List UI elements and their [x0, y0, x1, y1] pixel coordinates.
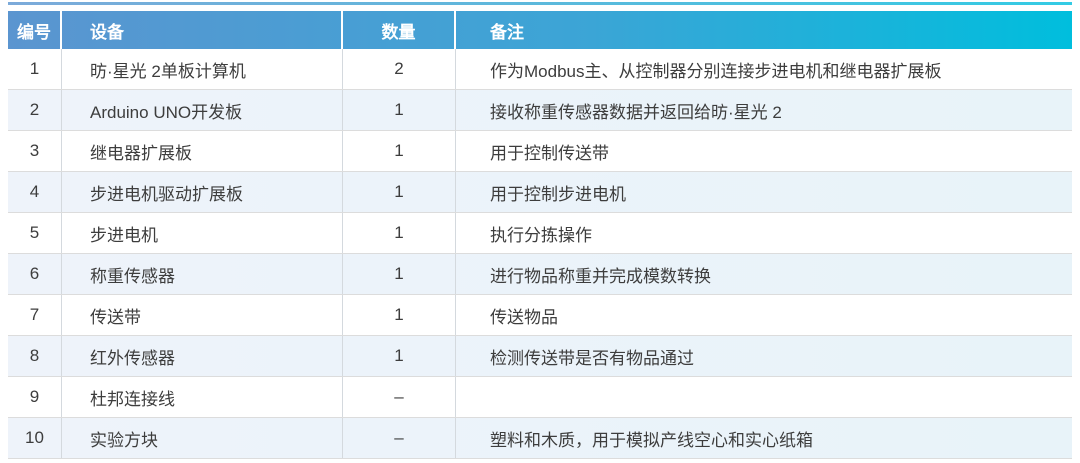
table-row: 9 杜邦连接线 –	[8, 377, 1072, 418]
device-name: 继电器扩展板	[62, 131, 343, 171]
remark	[456, 377, 1072, 417]
header-remark: 备注	[490, 22, 524, 42]
table-row: 1 昉·星光 2单板计算机 2 作为Modbus主、从控制器分别连接步进电机和继…	[8, 49, 1072, 90]
table-row: 2 Arduino UNO开发板 1 接收称重传感器数据并返回给昉·星光 2	[8, 90, 1072, 131]
quantity: 1	[343, 90, 456, 130]
remark: 进行物品称重并完成模数转换	[490, 266, 711, 286]
row-id: 5	[8, 213, 62, 253]
remark: 执行分拣操作	[490, 225, 592, 245]
header-id: 编号	[8, 11, 62, 49]
quantity: 1	[343, 172, 456, 212]
row-id: 6	[8, 254, 62, 294]
remark: 检测传送带是否有物品通过	[490, 348, 694, 368]
device-name: 红外传感器	[62, 336, 343, 376]
row-id: 4	[8, 172, 62, 212]
table-row: 3 继电器扩展板 1 用于控制传送带	[8, 131, 1072, 172]
device-name: 步进电机驱动扩展板	[62, 172, 343, 212]
quantity: 1	[343, 131, 456, 171]
device-name: 称重传感器	[62, 254, 343, 294]
top-gradient-rule	[8, 2, 1072, 5]
table-row: 7 传送带 1 传送物品	[8, 295, 1072, 336]
remark: 塑料和木质，用于模拟产线空心和实心纸箱	[490, 430, 813, 450]
quantity: –	[343, 377, 456, 417]
remark: 传送物品	[490, 307, 558, 327]
table-row: 4 步进电机驱动扩展板 1 用于控制步进电机	[8, 172, 1072, 213]
quantity: 1	[343, 213, 456, 253]
remark: 接收称重传感器数据并返回给昉·星光 2	[490, 102, 782, 122]
device-name: 杜邦连接线	[62, 377, 343, 417]
header-device: 设备	[62, 11, 343, 49]
equipment-table: 编号 设备 数量 备注 1 昉·星光 2单板计算机 2 作为Modbus主、从控…	[8, 11, 1072, 459]
row-id: 7	[8, 295, 62, 335]
table-row: 8 红外传感器 1 检测传送带是否有物品通过	[8, 336, 1072, 377]
device-name: 昉·星光 2单板计算机	[62, 49, 343, 89]
device-name: 实验方块	[62, 418, 343, 458]
device-name: Arduino UNO开发板	[62, 90, 343, 130]
row-id: 1	[8, 49, 62, 89]
quantity: 1	[343, 295, 456, 335]
quantity: –	[343, 418, 456, 458]
remark: 用于控制步进电机	[490, 184, 626, 204]
row-id: 3	[8, 131, 62, 171]
quantity: 2	[343, 49, 456, 89]
header-qty: 数量	[343, 11, 456, 49]
row-id: 2	[8, 90, 62, 130]
table-row: 5 步进电机 1 执行分拣操作	[8, 213, 1072, 254]
device-name: 传送带	[62, 295, 343, 335]
table-header-row: 编号 设备 数量 备注	[8, 11, 1072, 49]
row-id: 10	[8, 418, 62, 458]
remark: 用于控制传送带	[490, 143, 609, 163]
remark: 作为Modbus主、从控制器分别连接步进电机和继电器扩展板	[490, 61, 942, 81]
row-id: 9	[8, 377, 62, 417]
row-id: 8	[8, 336, 62, 376]
device-name: 步进电机	[62, 213, 343, 253]
table-row: 6 称重传感器 1 进行物品称重并完成模数转换	[8, 254, 1072, 295]
quantity: 1	[343, 336, 456, 376]
quantity: 1	[343, 254, 456, 294]
table-row: 10 实验方块 – 塑料和木质，用于模拟产线空心和实心纸箱	[8, 418, 1072, 459]
